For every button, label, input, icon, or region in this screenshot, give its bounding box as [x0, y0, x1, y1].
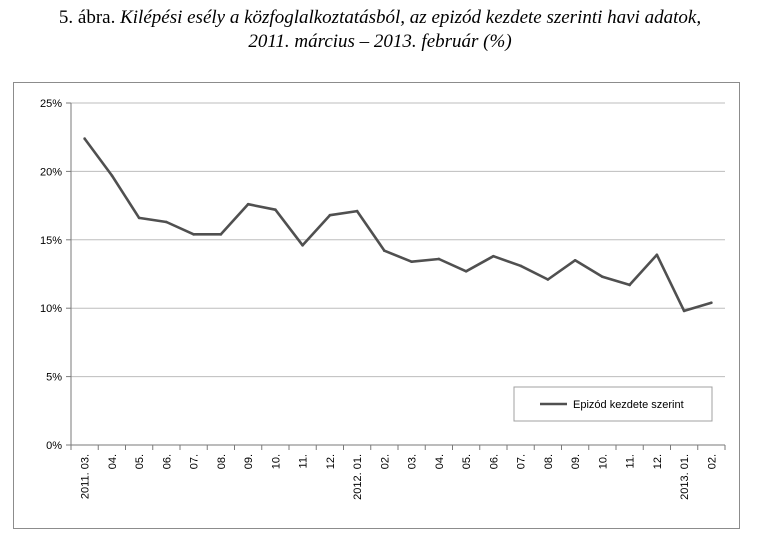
x-tick-label: 09. [243, 454, 255, 469]
data-point [682, 309, 686, 313]
x-tick-label: 2013. 01. [679, 454, 691, 500]
x-tick-label: 02. [706, 454, 718, 469]
title-line-1: Kilépési esély a közfoglalkoztatásból, a… [120, 7, 702, 28]
x-tick-label: 07. [189, 454, 201, 469]
x-tick-label: 12. [325, 454, 337, 469]
gridlines [71, 102, 725, 378]
data-point [219, 233, 223, 236]
x-tick-label: 07. [516, 454, 528, 469]
x-axis: 2011. 03. 04. 05. 06. 07. 08. 09. 10. 11. 12. 2012… [70, 103, 726, 500]
x-tick-label: 09. [570, 454, 582, 469]
data-point [492, 254, 495, 258]
data-point [573, 259, 577, 262]
x-tick-label: 10. [270, 454, 282, 469]
data-point [410, 260, 413, 263]
x-tick-label: 08. [543, 454, 555, 469]
data-point [546, 278, 550, 281]
title-line-2: 2011. március – 2013. február (%) [248, 31, 512, 52]
x-tick-label: 11. [625, 454, 637, 468]
y-tick-label: 0% [46, 440, 62, 452]
x-tick-label: 05. [134, 454, 146, 469]
x-tick-label: 2011. 03. [80, 454, 92, 499]
x-tick-label: 12. [652, 454, 664, 469]
y-tick-label: 5% [46, 372, 62, 384]
y-tick-label: 15% [40, 235, 62, 247]
data-point [383, 249, 386, 253]
series-layer [83, 137, 713, 313]
data-point [274, 208, 277, 212]
data-point [519, 264, 522, 268]
data-point [165, 220, 168, 224]
chart-frame [13, 82, 740, 529]
x-tick-label: 2012. 01. [352, 454, 364, 500]
data-point [355, 209, 359, 213]
data-point [464, 269, 468, 273]
legend-label: Epizód kezdete szerint [573, 399, 684, 411]
y-tick-label: 10% [40, 303, 62, 315]
y-tick-label: 25% [40, 98, 62, 110]
series-line [83, 137, 712, 313]
data-point [301, 243, 304, 247]
data-point [246, 202, 250, 206]
x-tick-label: 02. [379, 454, 391, 469]
data-point [710, 301, 713, 305]
data-point [655, 253, 659, 257]
x-tick-label: 10. [597, 454, 609, 469]
data-point [628, 283, 631, 287]
y-tick-label: 20% [40, 166, 62, 178]
data-point [137, 216, 141, 220]
data-point [192, 233, 195, 236]
x-tick-label: 04. [107, 454, 119, 469]
legend: Epizód kezdete szerint [513, 386, 713, 422]
x-tick-label: 04. [434, 454, 446, 469]
x-tick-label: 08. [216, 454, 228, 469]
chart-title: 5. ábra. Kilépési esély a közfoglalkozta… [0, 6, 760, 54]
x-tick-label: 11. [298, 454, 310, 468]
y-axis: 0% 5% 10% 15% 20% 25% [40, 98, 71, 452]
x-tick-label: 03. [407, 454, 419, 469]
x-tick-label: 05. [461, 454, 473, 469]
figure-number: 5. ábra. [58, 7, 116, 28]
x-tick-label: 06. [161, 454, 173, 469]
data-point [437, 257, 441, 261]
x-tick-label: 06. [488, 454, 500, 469]
data-point [328, 213, 332, 217]
data-point [83, 137, 86, 140]
data-point [601, 275, 604, 279]
data-point [110, 174, 114, 177]
